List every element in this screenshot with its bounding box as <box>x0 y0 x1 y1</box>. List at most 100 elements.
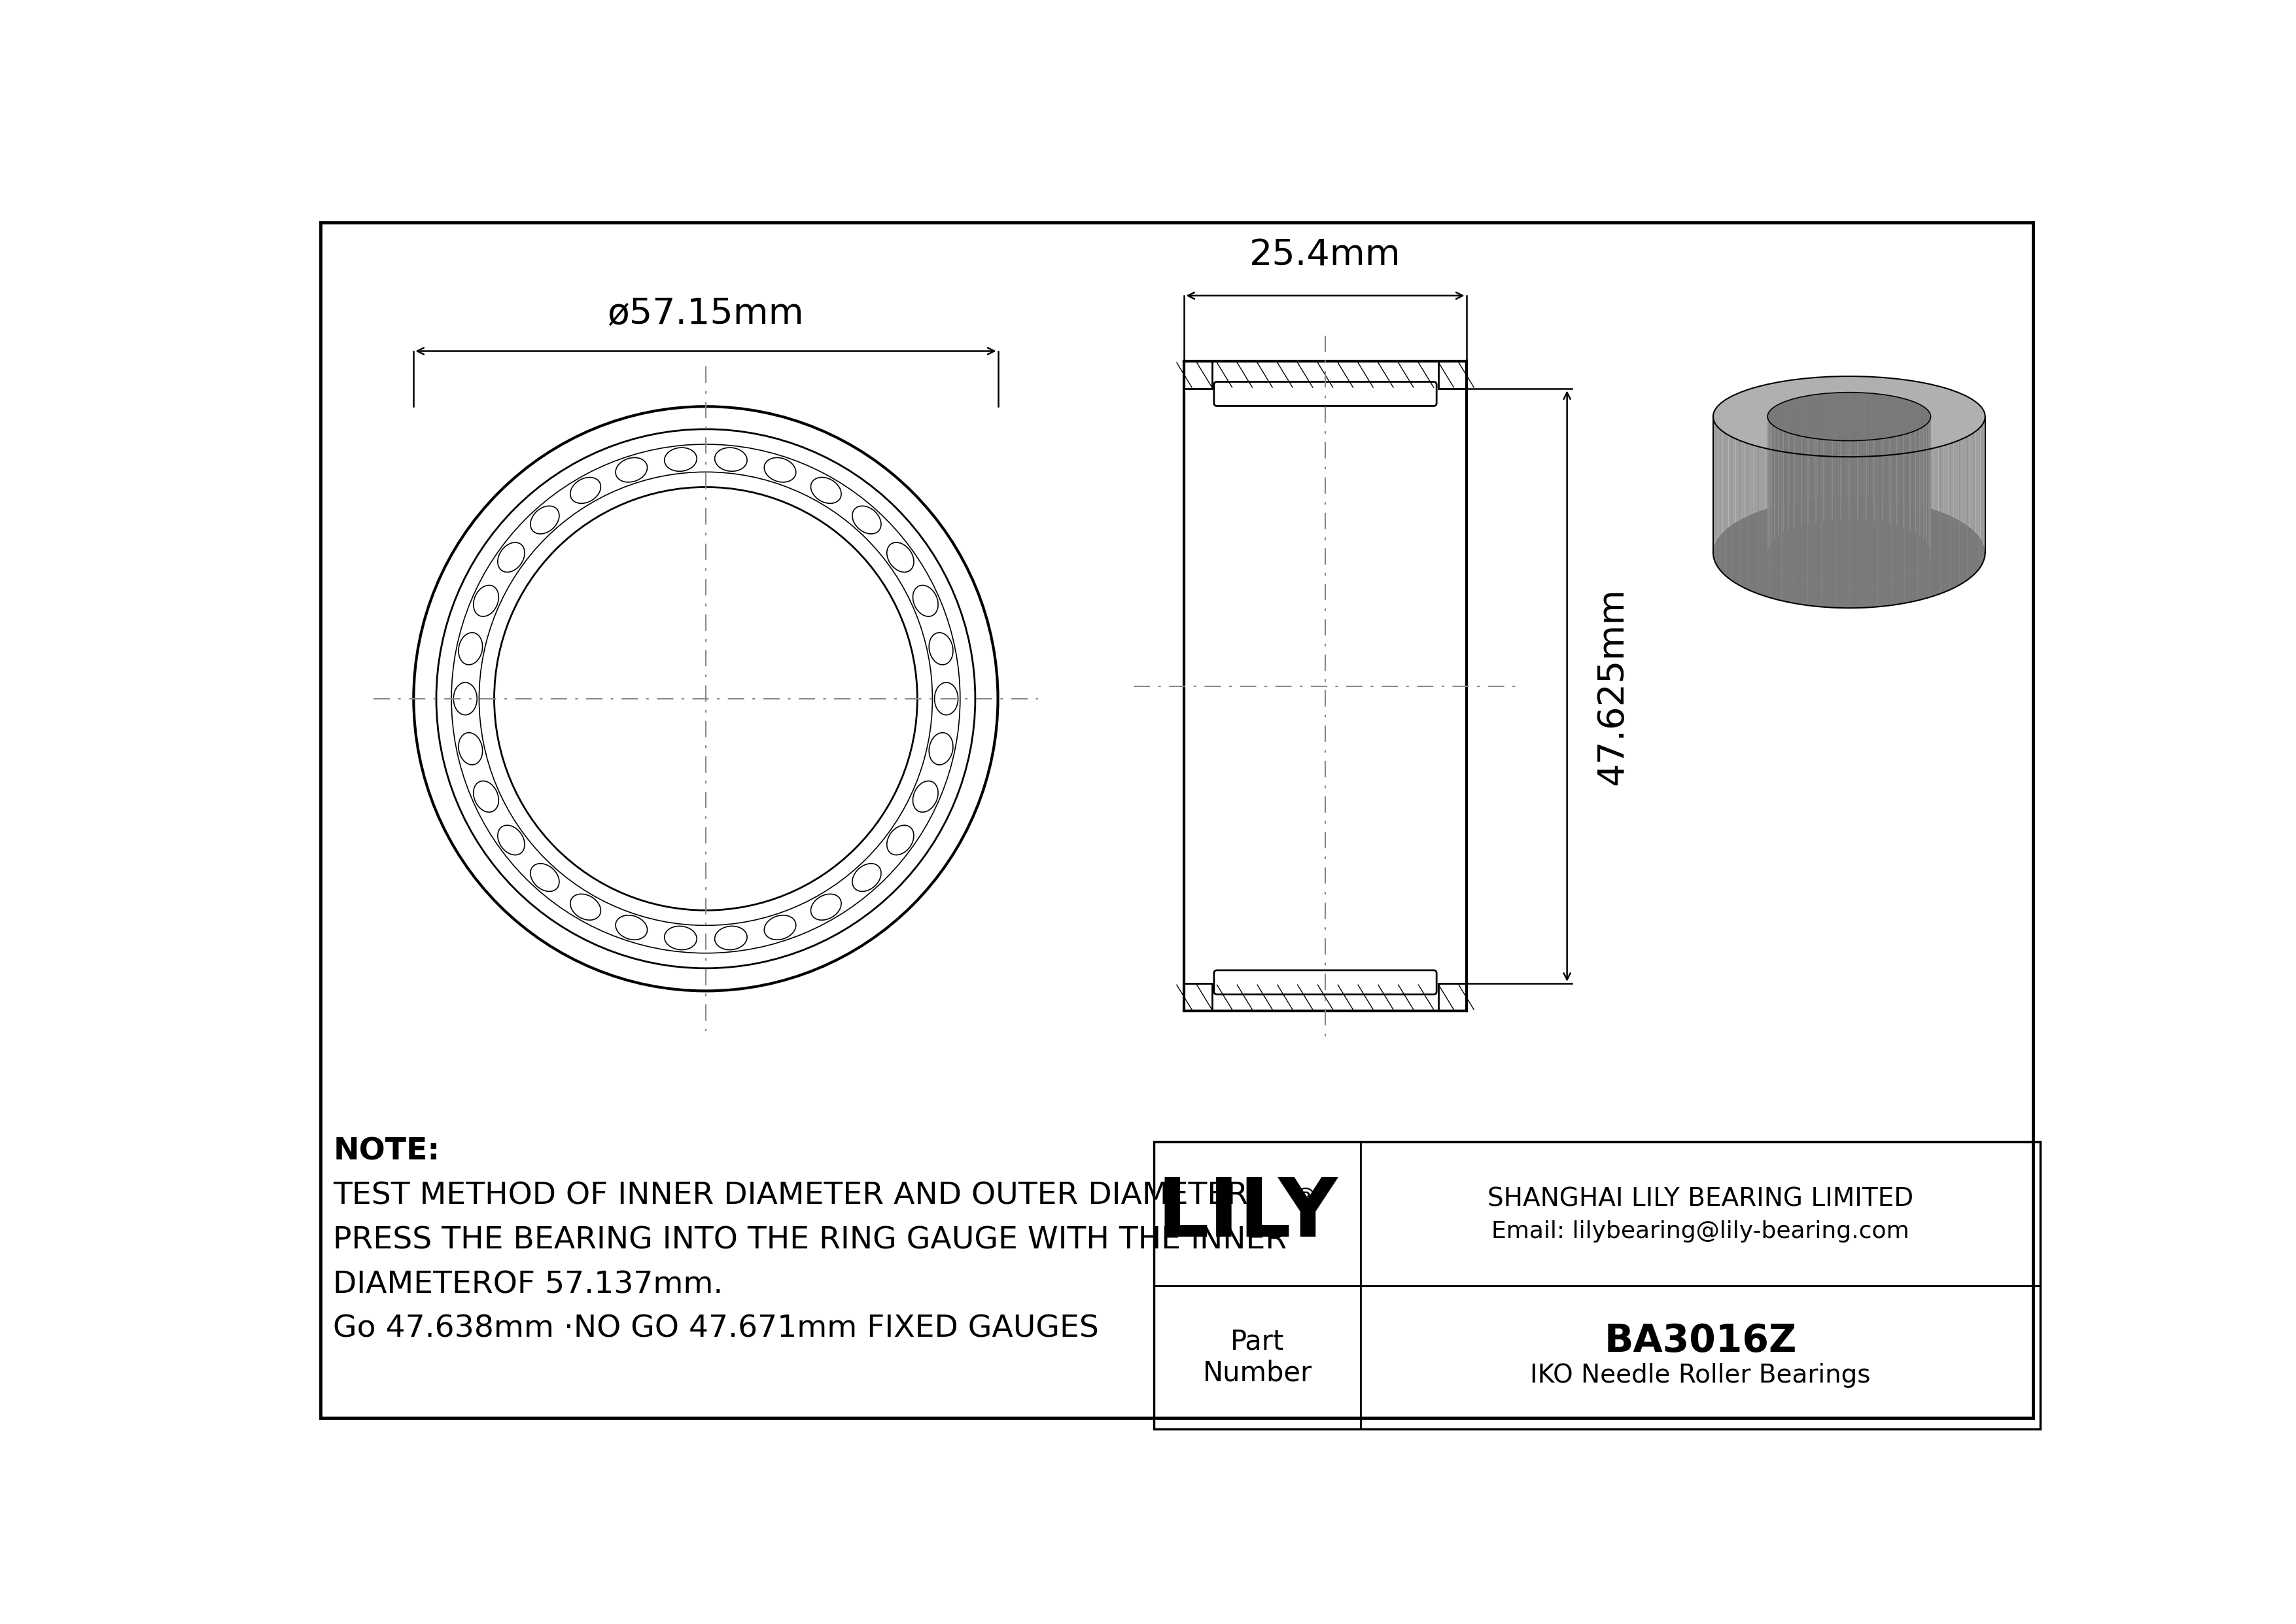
Polygon shape <box>1795 398 1798 528</box>
Text: PRESS THE BEARING INTO THE RING GAUGE WITH THE INNER: PRESS THE BEARING INTO THE RING GAUGE WI… <box>333 1226 1288 1255</box>
Text: 25.4mm: 25.4mm <box>1249 237 1401 273</box>
Text: Go 47.638mm ·NO GO 47.671mm FIXED GAUGES: Go 47.638mm ·NO GO 47.671mm FIXED GAUGES <box>333 1314 1100 1343</box>
Polygon shape <box>1894 378 1901 502</box>
Polygon shape <box>1846 377 1853 497</box>
Polygon shape <box>1977 401 1979 536</box>
Polygon shape <box>1972 400 1977 533</box>
Ellipse shape <box>1768 520 1931 586</box>
Polygon shape <box>1722 400 1724 533</box>
Polygon shape <box>1926 383 1933 508</box>
Polygon shape <box>1965 396 1970 528</box>
Ellipse shape <box>1713 497 1986 607</box>
Polygon shape <box>1864 393 1869 520</box>
Polygon shape <box>1777 382 1784 505</box>
Polygon shape <box>1846 393 1851 520</box>
Text: TEST METHOD OF INNER DIAMETER AND OUTER DIAMETER.: TEST METHOD OF INNER DIAMETER AND OUTER … <box>333 1181 1256 1212</box>
Polygon shape <box>1887 378 1894 500</box>
Text: SHANGHAI LILY BEARING LIMITED: SHANGHAI LILY BEARING LIMITED <box>1488 1186 1913 1212</box>
Text: 47.625mm: 47.625mm <box>1596 588 1630 784</box>
Polygon shape <box>1917 403 1919 536</box>
Polygon shape <box>1901 380 1908 503</box>
Text: ®: ® <box>1293 1186 1318 1213</box>
Polygon shape <box>1844 393 1846 520</box>
Polygon shape <box>1922 382 1926 507</box>
Polygon shape <box>1880 377 1887 500</box>
Polygon shape <box>1860 377 1867 497</box>
Polygon shape <box>1933 385 1938 512</box>
Polygon shape <box>1913 401 1915 533</box>
Polygon shape <box>1779 403 1782 536</box>
Polygon shape <box>1818 393 1821 521</box>
Polygon shape <box>1890 395 1892 525</box>
Polygon shape <box>1855 393 1860 520</box>
Polygon shape <box>1970 398 1972 529</box>
Polygon shape <box>1766 383 1770 508</box>
Text: DIAMETEROF 57.137mm.: DIAMETEROF 57.137mm. <box>333 1270 723 1299</box>
Polygon shape <box>1869 393 1874 521</box>
Polygon shape <box>1789 380 1795 503</box>
Polygon shape <box>1880 395 1885 523</box>
Polygon shape <box>1798 396 1802 526</box>
Polygon shape <box>1786 400 1789 531</box>
Polygon shape <box>1949 390 1954 516</box>
Polygon shape <box>1899 398 1903 528</box>
Polygon shape <box>1938 387 1945 513</box>
Polygon shape <box>1963 395 1965 525</box>
Polygon shape <box>1809 395 1814 523</box>
Polygon shape <box>1789 400 1793 529</box>
Polygon shape <box>1731 395 1736 525</box>
Polygon shape <box>1876 393 1880 521</box>
Polygon shape <box>1915 403 1917 534</box>
Polygon shape <box>1736 393 1740 521</box>
Text: BA3016Z: BA3016Z <box>1605 1322 1798 1359</box>
Polygon shape <box>1853 377 1860 497</box>
Polygon shape <box>1793 398 1795 529</box>
Polygon shape <box>1874 377 1880 499</box>
Bar <box>1155 1142 2041 1429</box>
Polygon shape <box>1754 387 1759 513</box>
Text: LILY: LILY <box>1157 1174 1339 1254</box>
Polygon shape <box>1750 388 1754 515</box>
Polygon shape <box>1835 393 1839 520</box>
Ellipse shape <box>1768 393 1931 440</box>
Polygon shape <box>1740 391 1745 520</box>
Polygon shape <box>1958 393 1963 521</box>
Polygon shape <box>1802 378 1809 500</box>
Polygon shape <box>1906 400 1908 529</box>
Text: Part
Number: Part Number <box>1203 1328 1311 1387</box>
Polygon shape <box>1823 377 1832 499</box>
Polygon shape <box>1885 395 1890 523</box>
Polygon shape <box>1816 377 1823 499</box>
Polygon shape <box>1860 393 1864 520</box>
Polygon shape <box>1915 382 1922 505</box>
Polygon shape <box>1784 380 1789 503</box>
Polygon shape <box>1814 395 1818 523</box>
Polygon shape <box>1839 393 1844 520</box>
Polygon shape <box>1832 377 1839 497</box>
Polygon shape <box>1821 393 1825 521</box>
Polygon shape <box>1892 396 1896 526</box>
Polygon shape <box>1770 382 1777 507</box>
Polygon shape <box>1867 377 1874 499</box>
Polygon shape <box>1908 400 1913 531</box>
Polygon shape <box>1851 393 1855 520</box>
Polygon shape <box>1874 393 1876 521</box>
Polygon shape <box>1724 398 1729 529</box>
Polygon shape <box>1809 377 1816 500</box>
Polygon shape <box>1896 396 1899 526</box>
Text: IKO Needle Roller Bearings: IKO Needle Roller Bearings <box>1531 1363 1871 1387</box>
Polygon shape <box>1795 378 1802 502</box>
Text: NOTE:: NOTE: <box>333 1137 441 1166</box>
Polygon shape <box>1945 388 1949 515</box>
Ellipse shape <box>1713 377 1986 456</box>
Polygon shape <box>1830 393 1835 520</box>
Polygon shape <box>1745 390 1750 516</box>
Polygon shape <box>1729 396 1731 528</box>
Polygon shape <box>1802 396 1807 526</box>
Polygon shape <box>1782 403 1784 534</box>
Polygon shape <box>1720 401 1722 536</box>
Text: Email: lilybearing@lily-bearing.com: Email: lilybearing@lily-bearing.com <box>1492 1220 1910 1242</box>
Polygon shape <box>1954 391 1958 520</box>
Polygon shape <box>1807 395 1809 525</box>
Polygon shape <box>1759 385 1766 512</box>
